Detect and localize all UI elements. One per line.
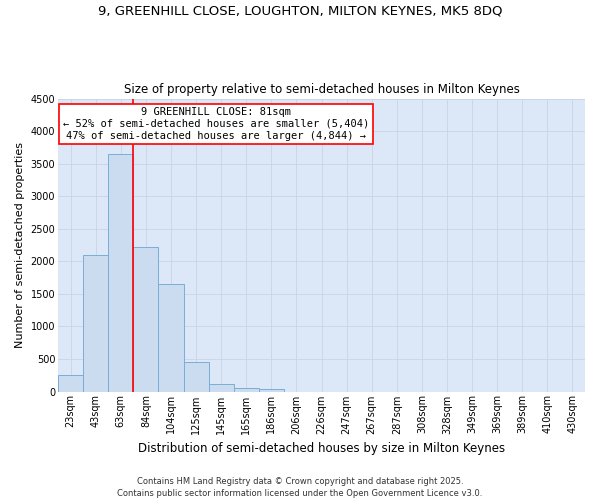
Bar <box>58 375 83 392</box>
Text: 9, GREENHILL CLOSE, LOUGHTON, MILTON KEYNES, MK5 8DQ: 9, GREENHILL CLOSE, LOUGHTON, MILTON KEY… <box>98 5 502 18</box>
Bar <box>184 362 209 392</box>
Bar <box>133 247 158 392</box>
Text: Contains HM Land Registry data © Crown copyright and database right 2025.
Contai: Contains HM Land Registry data © Crown c… <box>118 476 482 498</box>
Bar <box>259 388 284 392</box>
Bar <box>234 388 259 392</box>
X-axis label: Distribution of semi-detached houses by size in Milton Keynes: Distribution of semi-detached houses by … <box>138 442 505 455</box>
Bar <box>158 284 184 392</box>
Y-axis label: Number of semi-detached properties: Number of semi-detached properties <box>15 142 25 348</box>
Title: Size of property relative to semi-detached houses in Milton Keynes: Size of property relative to semi-detach… <box>124 83 520 96</box>
Bar <box>83 255 108 392</box>
Bar <box>108 154 133 392</box>
Text: 9 GREENHILL CLOSE: 81sqm
← 52% of semi-detached houses are smaller (5,404)
47% o: 9 GREENHILL CLOSE: 81sqm ← 52% of semi-d… <box>63 108 369 140</box>
Bar <box>209 384 234 392</box>
